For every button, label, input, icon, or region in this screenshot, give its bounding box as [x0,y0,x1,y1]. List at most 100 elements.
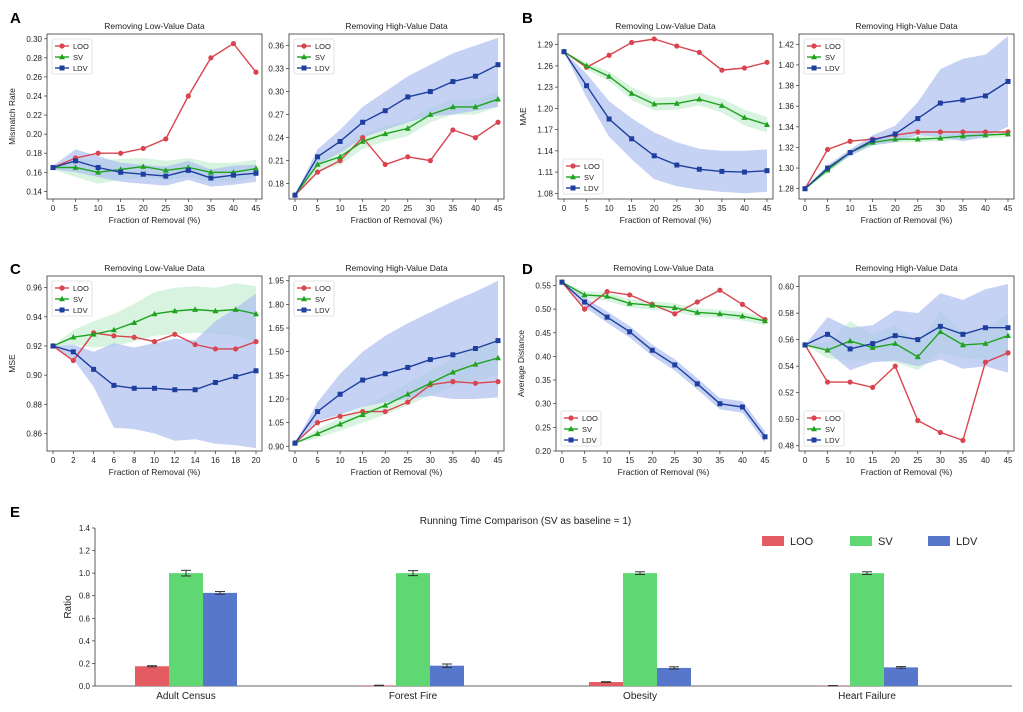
bar-category-label: Obesity [623,691,657,702]
plot-7-x-tick-label: 5 [582,456,587,465]
plot-4-y-tick-label: 1.36 [778,102,794,111]
plot-6-sv-point [337,420,344,427]
plot-8-ldv-line [804,325,1008,350]
plot-4-x-tick-label: 30 [936,204,945,213]
plot-8-sv-point [824,347,831,353]
bar-y-axis-label: Ratio [63,595,74,619]
plot-1-ldv-point [73,158,79,164]
plot-3-y-tick-label: 1.11 [538,168,554,177]
plot-4-legend-sv-label: SV [825,53,835,62]
plot-3-ldv-point [561,49,567,55]
plot-2-y-tick-label: 0.21 [268,157,284,166]
plot-6-y-tick-label: 1.65 [268,324,284,333]
plot-3-loo-point [674,43,680,49]
bar-sv [169,573,203,686]
plot-7-ldv-point [649,347,655,353]
plot-3-ldv-point [741,169,747,175]
plot-1-ldv-point [230,172,236,178]
plot-7-y-tick-label: 0.45 [535,329,551,338]
plot-2-frame [288,33,505,200]
plot-6-x-tick-label: 10 [336,456,345,465]
plot-4-legend-loo-marker [811,43,817,49]
plot-1-x-tick-label: 10 [94,204,103,213]
plot-8-loo-point [870,384,876,390]
plot-7-x-tick-label: 20 [648,456,657,465]
plot-8-loo-point [1005,350,1011,356]
plot-4-y-tick-label: 1.30 [778,164,794,173]
plot-2-y-tick-label: 0.30 [268,88,284,97]
plot-8-loo-point [982,359,989,365]
plot-6-y-tick-label: 0.90 [268,442,284,451]
plot-8-x-tick-label: 40 [981,456,990,465]
plot-2-x-tick-label: 40 [471,204,480,213]
plot-6-x-tick-label: 0 [293,456,298,465]
plot-5-legend-loo-marker [59,285,65,291]
plot-6-sv-point [404,391,411,397]
plot-6-x-tick-label: 40 [471,456,480,465]
plot-4-x-tick-label: 25 [913,204,922,213]
plot-1-ldv-point [185,167,191,173]
plot-8-loo-point [915,417,921,424]
plot-8-loo-point [824,379,831,385]
bar-legend-sv-label: SV [878,536,893,548]
plot-3-loo-point [606,52,612,58]
bar-ldv [657,667,691,686]
plot-4-frame [798,33,1015,200]
plot-2-sv-point [359,138,366,144]
plot-6-ldv-point [360,377,366,383]
plot-5-sv-point [192,306,199,312]
bar-category-label: Heart Failure [838,691,896,702]
plot-5-y-tick-label: 0.86 [26,430,42,439]
plot-3-sv-point [583,62,590,69]
plot-8-x-tick-label: 5 [825,456,830,465]
bar-y-tick-label: 0.8 [79,592,91,601]
plot-4-x-tick-label: 40 [981,204,990,213]
plot-7-ldv-point [559,279,565,285]
plot-8-y-tick-label: 0.48 [778,442,794,451]
plot-1-loo-point [118,150,124,156]
plot-1-x-tick-label: 45 [252,204,261,213]
plot-5-ldv-point [192,387,198,393]
plot-1-x-tick-label: 15 [116,204,125,213]
plot-8-x-tick-label: 10 [846,456,855,465]
plot-7-ldv-point [739,404,745,410]
plot-1-legend-loo-label: LOO [73,42,89,51]
bar-y-tick-label: 0.6 [79,614,91,623]
plot-1-loo-point [208,55,214,61]
plot-3-legend-ldv-label: LDV [584,184,599,193]
plot-2-loo-line [294,121,499,196]
plot-6-ldv-point [405,364,411,370]
plot-4-sv-line [804,133,1009,190]
plot-5-sv-point [253,310,259,317]
plot-8-sv-point [892,340,899,346]
plot-1-ldv-point [50,165,56,171]
bar-ldv [884,667,918,686]
plot-1-y-tick-label: 0.20 [26,130,42,139]
plot-8-legend-loo-label: LOO [825,414,841,423]
plot-6-ldv-point [472,346,478,352]
plot-1-y-tick-label: 0.22 [26,111,42,120]
plot-8-ldv-point [1005,325,1011,331]
plot-1-ldv-point [140,171,146,177]
plot-3-x-tick-label: 20 [650,204,659,213]
plot-2-sv-point [449,103,456,110]
plot-4-sv-point [892,135,899,142]
plot-2-x-tick-label: 45 [494,204,503,213]
plot-3-loo-point [651,36,657,42]
plot-5-ldv-point [70,349,76,355]
plot-4-ldv-line [804,80,1009,190]
plot-4-ldv-point [915,116,921,122]
plot-3-y-tick-label: 1.20 [537,104,553,113]
plot-1-loo-point [185,93,191,99]
plot-8-loo-point [847,379,853,385]
plot-1-y-tick-label: 0.30 [26,35,42,44]
plot-7-x-tick-label: 25 [670,456,679,465]
plot-6-loo-point [405,399,411,405]
plot-3-x-tick-label: 35 [717,204,726,213]
plot-6-loo-line [294,380,499,444]
plot-5-loo-point [131,334,137,340]
plot-4-ldv-point [937,100,943,106]
plot-7-x-tick-label: 45 [761,456,770,465]
plot-8-x-tick-label: 20 [891,456,900,465]
plot-2-y-tick-label: 0.24 [268,134,284,143]
